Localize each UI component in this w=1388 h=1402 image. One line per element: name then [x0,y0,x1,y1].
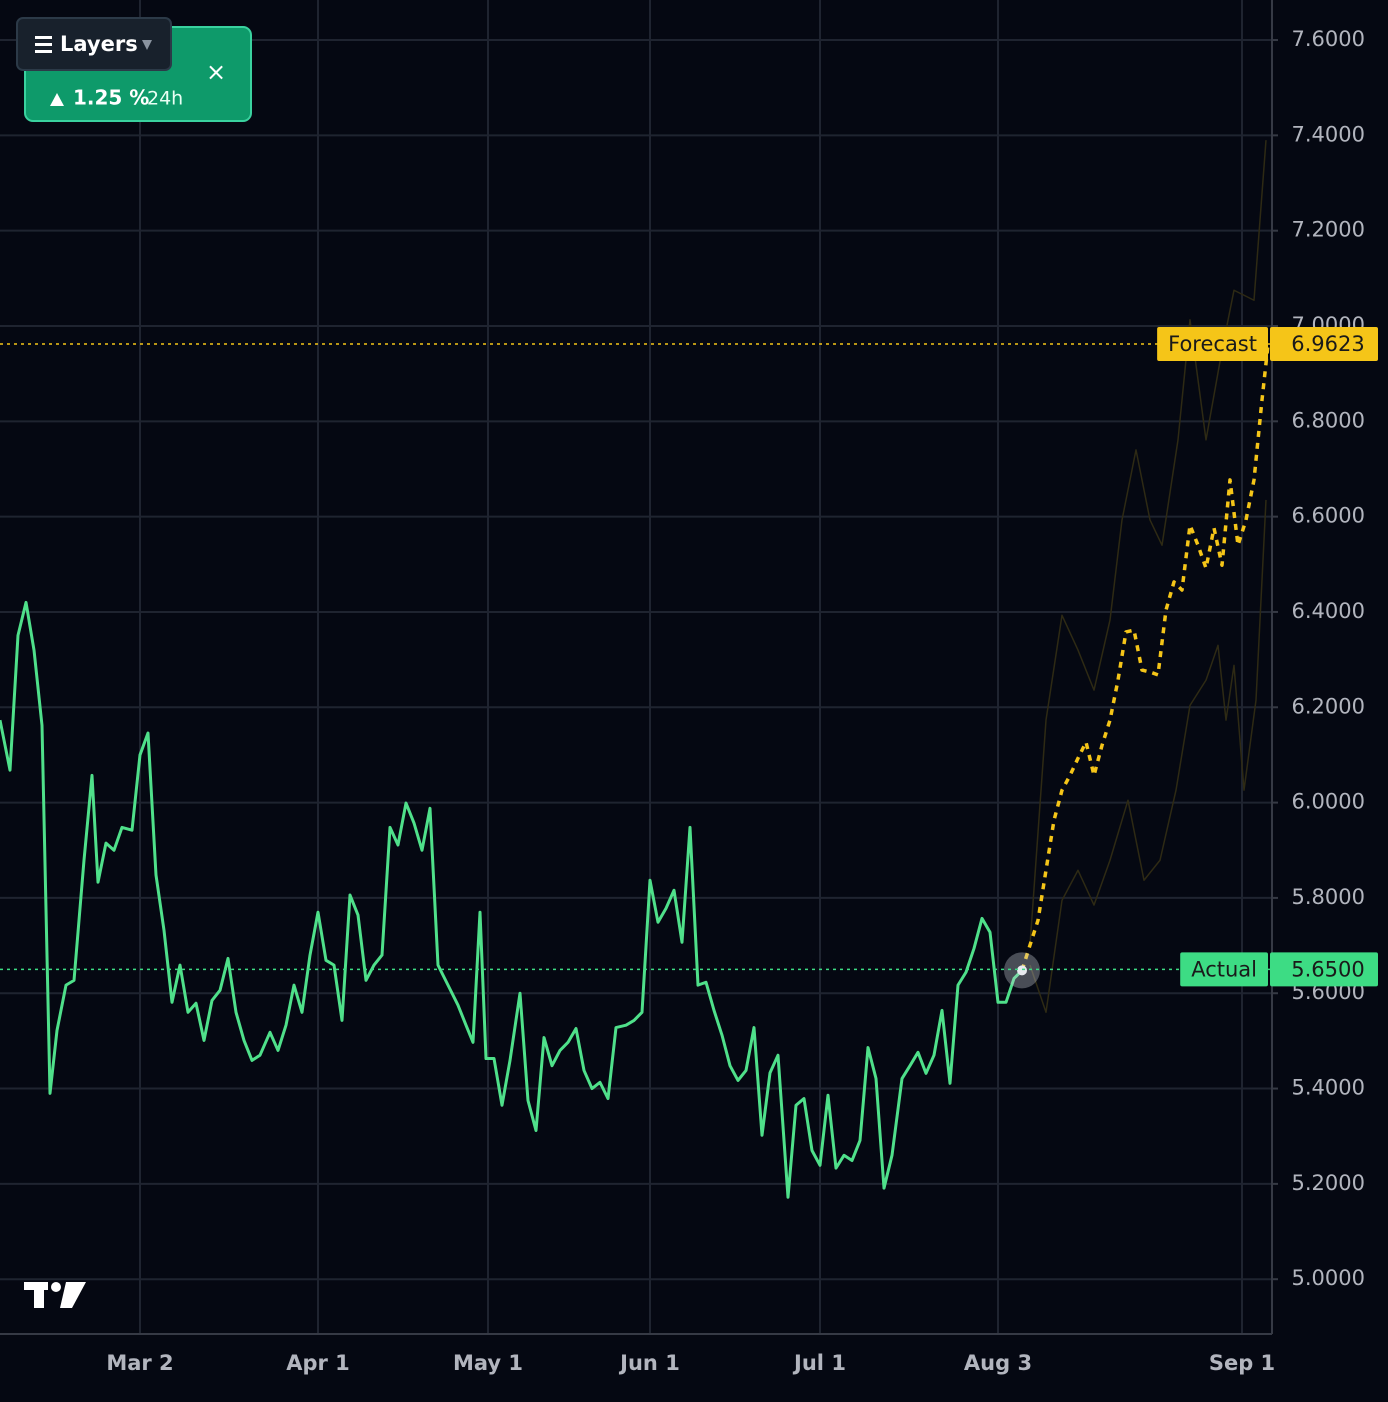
change-period: 24h [147,88,183,110]
price-line-value-box [1270,952,1378,987]
up-arrow [50,93,64,106]
last-point [1017,965,1027,976]
y-tick-label: 5.8000 [1292,885,1365,909]
tradingview-logo [24,1282,86,1308]
x-tick-label: Mar 2 [106,1351,173,1375]
x-tick-label: Jun 1 [618,1351,680,1375]
close-button[interactable]: × [206,58,226,86]
y-tick-label: 6.8000 [1292,408,1365,432]
y-tick-label: 7.2000 [1292,218,1365,242]
series-line [1029,499,1267,1014]
y-tick-label: 5.0000 [1292,1266,1365,1290]
y-tick-label: 6.4000 [1292,599,1365,623]
y-tick-label: 5.4000 [1292,1076,1365,1100]
x-tick-label: Jul 1 [792,1351,846,1375]
x-tick-label: Apr 1 [286,1351,350,1375]
price-line-name-box [1157,326,1268,361]
layers-button[interactable]: Layers [16,17,172,71]
price-line-name-box [1180,952,1268,987]
layers-label[interactable]: Layers [60,32,138,56]
y-tick-label: 7.4000 [1292,122,1365,146]
price-line-value: 6.9623 [1291,332,1364,356]
series-line [1020,344,1270,971]
x-tick-label: May 1 [453,1351,523,1375]
grid [0,0,1272,1334]
axes: 5.00005.20005.40005.60005.80006.00006.20… [106,27,1365,1375]
y-tick-label: 7.6000 [1292,27,1365,51]
x-tick-label: Sep 1 [1209,1351,1275,1375]
price-lines: Forecast 6.9623 Actual 5.6500 [0,326,1378,987]
x-tick-label: Aug 3 [964,1351,1032,1375]
y-tick-label: 6.6000 [1292,504,1365,528]
price-line-value: 5.6500 [1291,957,1364,981]
price-line-name: Forecast [1168,332,1257,356]
price-line-value-box [1270,326,1378,361]
series-line [0,600,1024,1199]
change-value: 1.25 % [73,86,149,110]
y-tick-label: 5.2000 [1292,1171,1365,1195]
y-tick-label: 6.0000 [1292,790,1365,814]
y-tick-label: 6.2000 [1292,694,1365,718]
price-line-name: Actual [1191,957,1257,981]
